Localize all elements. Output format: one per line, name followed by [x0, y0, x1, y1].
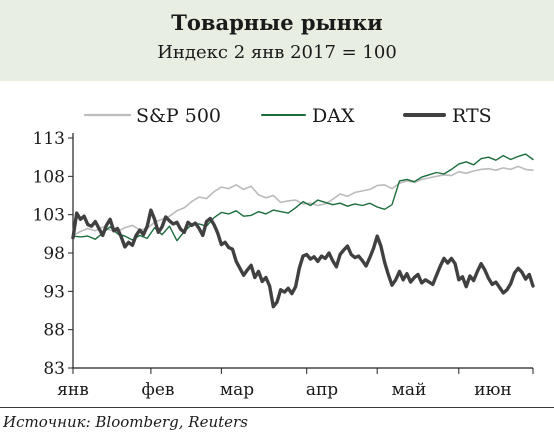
- legend-label: DAX: [312, 105, 355, 127]
- x-tick-label: апр: [306, 380, 338, 400]
- y-tick-label: 93: [43, 282, 65, 302]
- legend-label: S&P 500: [136, 105, 221, 127]
- x-tick-label: июн: [474, 380, 511, 400]
- x-tick-label: май: [392, 380, 427, 400]
- x-tick-label: янв: [57, 380, 89, 400]
- chart-header: Товарные рынки Индекс 2 янв 2017 = 100: [0, 0, 554, 81]
- y-tick-label: 108: [33, 167, 65, 187]
- chart-title: Товарные рынки: [171, 10, 383, 35]
- series-line-dax: [72, 153, 534, 242]
- x-tick-label: фев: [142, 380, 175, 400]
- bottom-rule: [0, 407, 554, 408]
- y-tick-label: 83: [43, 359, 65, 379]
- y-tick-label: 98: [43, 244, 65, 264]
- chart-subtitle: Индекс 2 янв 2017 = 100: [157, 42, 397, 63]
- x-tick-label: мар: [220, 380, 254, 400]
- y-tick-label: 103: [33, 206, 65, 226]
- source-note: Источник: Bloomberg, Reuters: [3, 413, 248, 431]
- line-chart: 83 88 93 98 103 108 113 янв фев мар апр май июн S&P 5…: [33, 105, 535, 400]
- series-line-rts: [71, 208, 535, 309]
- y-tick-label: 113: [33, 129, 65, 149]
- y-tick-label: 88: [43, 321, 65, 341]
- legend-label: RTS: [452, 105, 492, 127]
- series-line-s-p-500: [72, 165, 534, 237]
